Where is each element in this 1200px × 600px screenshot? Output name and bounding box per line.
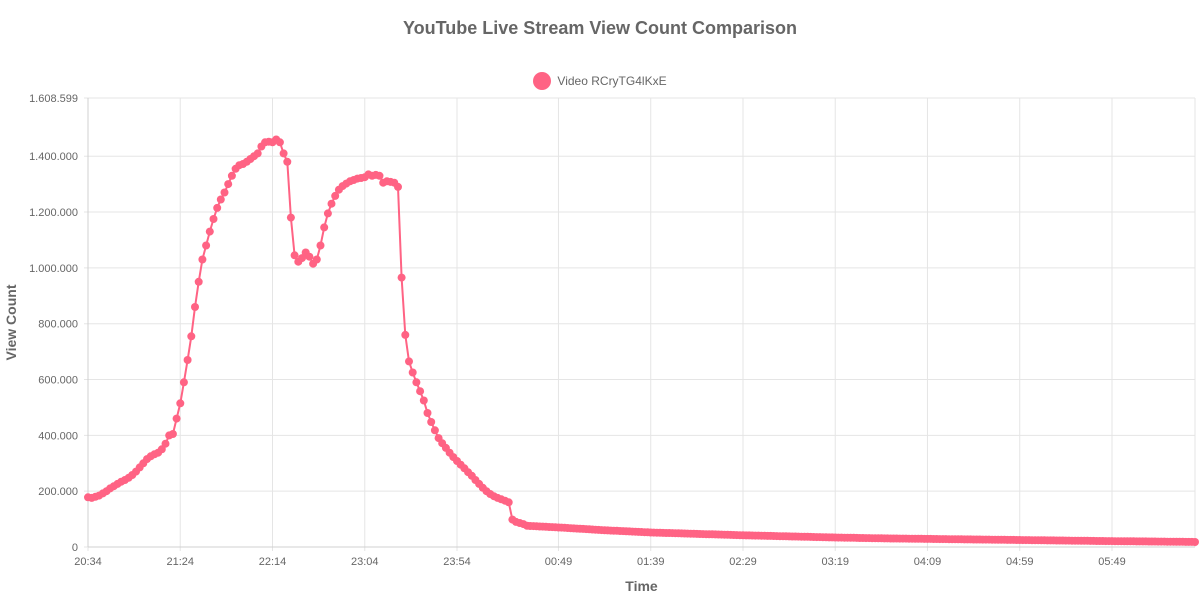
data-point [408,368,417,377]
data-point [375,171,384,180]
series-line [87,138,1196,543]
chart-title: YouTube Live Stream View Count Compariso… [402,18,798,38]
legend[interactable]: Video RCryTG4lKxE [0,72,1200,90]
data-point [316,241,325,250]
y-tick-label: 1.608.599 [29,93,78,105]
data-point [874,534,883,543]
data-point [331,191,340,200]
data-point [220,188,229,197]
x-tick-label: 22:14 [259,556,287,568]
data-point [394,182,402,191]
data-point [279,149,288,158]
data-point [209,215,218,223]
data-point [312,255,321,264]
data-point [551,523,560,532]
x-tick-label: 20:34 [74,556,102,568]
data-point [920,534,929,543]
data-point [689,529,698,538]
data-point [227,171,236,180]
data-point [253,149,262,158]
data-point [828,533,837,542]
data-point [198,255,207,264]
data-point [172,414,181,423]
x-tick-label: 05:49 [1098,556,1126,568]
data-point [423,409,432,417]
data-point [1187,537,1196,546]
y-tick-label: 800.000 [38,319,78,331]
data-point [1012,536,1021,544]
data-point [224,180,233,189]
y-tick-label: 1.400.000 [29,151,78,163]
data-point [290,251,299,260]
data-point [323,209,332,218]
data-point [643,528,652,537]
data-point [194,277,203,286]
x-tick-label: 21:24 [166,556,194,568]
data-point [305,252,314,261]
y-tick-label: 0 [72,542,78,554]
x-tick-label: 04:59 [1006,556,1034,568]
x-tick-label: 23:54 [443,556,471,568]
data-point [401,330,410,339]
data-point [191,303,199,311]
data-point [427,418,436,426]
x-tick-label: 01:39 [637,556,665,568]
data-point [286,213,295,222]
data-point [430,426,439,435]
data-point [161,439,170,448]
data-point [504,498,513,507]
data-point [213,203,222,212]
x-axis-title: Time [625,578,658,594]
data-point [1058,536,1067,545]
data-point [168,430,177,438]
data-point [966,535,975,544]
data-point [202,241,211,250]
legend-swatch-icon [533,72,552,90]
y-tick-label: 200.000 [38,486,78,498]
data-point [320,223,329,232]
data-point [416,387,425,396]
data-point [176,399,185,408]
x-tick-label: 00:49 [545,556,573,568]
data-point [597,526,606,535]
data-point [179,378,188,387]
data-point [327,199,336,208]
data-point [1151,537,1159,546]
x-tick-label: 03:19 [821,556,849,568]
y-tick-label: 1.200.000 [29,207,78,219]
data-point [397,273,406,282]
x-tick-label: 04:09 [914,556,942,568]
data-point [205,227,214,236]
y-tick-label: 600.000 [38,375,78,387]
data-point [275,138,284,147]
data-point [187,332,196,341]
y-axis-title: View Count [3,284,19,360]
data-point [216,195,225,204]
data-point [735,531,744,540]
data-point [183,356,192,364]
y-tick-label: 400.000 [38,430,78,442]
data-point [405,357,413,366]
data-point [1104,537,1113,546]
data-point [419,396,428,405]
legend-label: Video RCryTG4lKxE [557,74,667,88]
x-tick-label: 02:29 [729,556,757,568]
data-point [283,157,292,166]
data-point [412,378,421,387]
data-point [782,532,790,541]
x-tick-label: 23:04 [351,556,379,568]
y-tick-label: 1.000.000 [29,263,78,275]
